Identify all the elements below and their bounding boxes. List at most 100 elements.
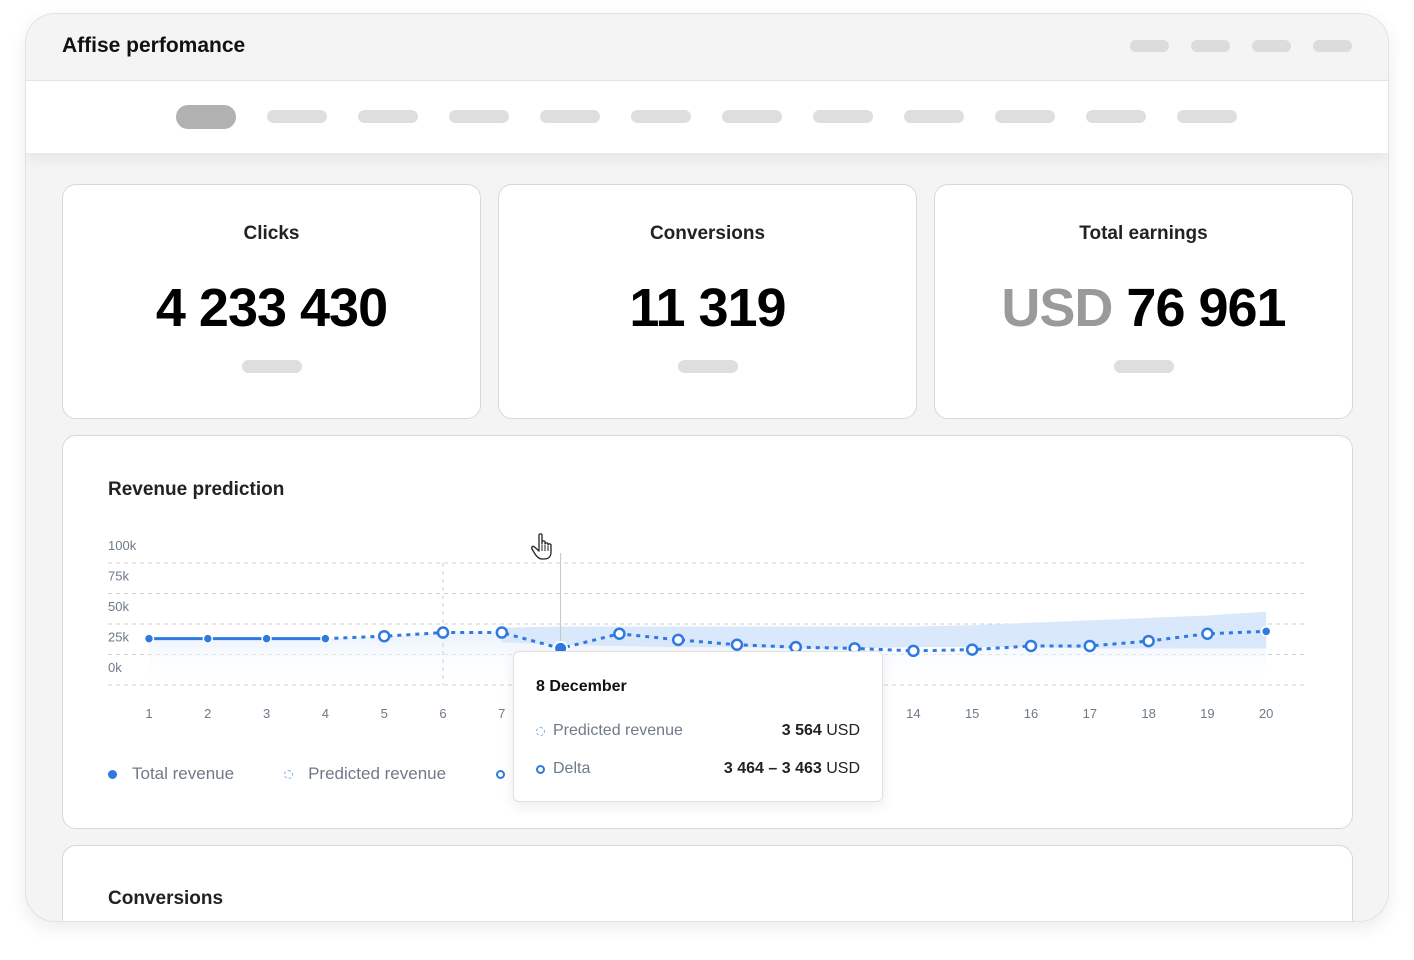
app-window: Affise perfomance Clicks 4 233 430 xyxy=(25,13,1389,922)
x-tick-label: 19 xyxy=(1200,706,1214,721)
nav-tab[interactable] xyxy=(1177,110,1237,123)
tooltip-row-predicted: Predicted revenue 3 564 USD xyxy=(536,722,860,740)
tooltip-value-unit: USD xyxy=(821,722,860,739)
legend-predicted-revenue[interactable]: Predicted revenue xyxy=(284,764,446,784)
tooltip-row-delta: Delta 3 464 – 3 463 USD xyxy=(536,760,860,778)
data-point xyxy=(202,633,214,644)
x-tick-label: 15 xyxy=(965,706,979,721)
x-tick-label: 17 xyxy=(1083,706,1097,721)
data-point xyxy=(1142,634,1155,648)
x-tick-label: 6 xyxy=(439,706,446,721)
tooltip-value: 3 564 USD xyxy=(782,722,860,740)
chart-tooltip: 8 December Predicted revenue 3 564 USD D… xyxy=(513,651,883,802)
conversions-section-title: Conversions xyxy=(108,888,224,909)
data-point xyxy=(495,626,509,639)
earnings-value-row: USD 76 961 xyxy=(935,277,1352,339)
y-tick-label: 100k xyxy=(108,538,137,553)
x-tick-label: 20 xyxy=(1259,706,1273,721)
data-point xyxy=(730,638,744,651)
conversions-placeholder-pill xyxy=(677,360,738,373)
dashed-dot-icon xyxy=(536,726,545,736)
revenue-chart-card: Revenue prediction 100k 75k 50k 25k 0k 1 2 3 4 5 6… xyxy=(62,435,1353,829)
legend-label: Total revenue xyxy=(132,764,235,783)
solid-dot-icon xyxy=(108,769,117,779)
legend-label: Predicted revenue xyxy=(308,764,447,783)
data-point xyxy=(320,633,331,644)
tooltip-label: Predicted revenue xyxy=(553,722,683,739)
data-point xyxy=(1260,626,1272,637)
data-point xyxy=(1024,639,1038,653)
data-point xyxy=(907,644,920,658)
tooltip-label: Delta xyxy=(553,760,591,777)
x-tick-label: 7 xyxy=(498,706,505,721)
data-point xyxy=(1083,639,1097,653)
predicted-revenue-line xyxy=(325,629,1267,653)
nav-bar xyxy=(26,81,1388,153)
nav-tab[interactable] xyxy=(358,110,418,123)
legend-delta[interactable] xyxy=(496,764,520,784)
data-point xyxy=(143,633,155,644)
x-tick-label: 4 xyxy=(322,706,329,721)
tooltip-date: 8 December xyxy=(536,678,627,695)
nav-tab[interactable] xyxy=(267,110,327,123)
tooltip-value-unit: USD xyxy=(821,760,860,777)
x-tick-label: 5 xyxy=(381,706,388,721)
earnings-placeholder-pill xyxy=(1113,360,1174,373)
legend-total-revenue[interactable]: Total revenue xyxy=(108,764,234,784)
earnings-currency: USD xyxy=(1001,278,1113,338)
nav-tabs xyxy=(176,105,1237,129)
x-tick-label: 1 xyxy=(145,706,152,721)
tooltip-value-number: 3 564 xyxy=(781,722,822,739)
window-controls xyxy=(1130,40,1352,52)
data-point xyxy=(613,627,626,641)
data-point xyxy=(261,633,272,644)
ring-dot-icon xyxy=(496,769,506,779)
nav-tab[interactable] xyxy=(813,110,873,123)
conversions-chart-card: Conversions xyxy=(62,845,1353,921)
clicks-value: 4 233 430 xyxy=(155,278,388,338)
x-tick-label: 16 xyxy=(1024,706,1038,721)
window-control-2[interactable] xyxy=(1191,40,1230,52)
chart-legend: Total revenue Predicted revenue xyxy=(108,764,570,784)
app-title: Affise perfomance xyxy=(62,34,246,57)
clicks-card: Clicks 4 233 430 xyxy=(62,184,481,419)
window-control-1[interactable] xyxy=(1130,40,1169,52)
y-tick-label: 25k xyxy=(108,630,129,645)
nav-tab[interactable] xyxy=(722,110,782,123)
nav-tab[interactable] xyxy=(1086,110,1146,123)
x-tick-label: 14 xyxy=(906,706,920,721)
chart-title: Revenue prediction xyxy=(108,479,285,500)
data-point xyxy=(671,633,685,647)
nav-tab[interactable] xyxy=(995,110,1055,123)
conversions-card: Conversions 11 319 xyxy=(498,184,917,419)
data-point xyxy=(436,626,450,639)
nav-tab[interactable] xyxy=(449,110,509,123)
earnings-card: Total earnings USD 76 961 xyxy=(934,184,1353,419)
nav-tab-active[interactable] xyxy=(176,105,236,129)
y-tick-label: 0k xyxy=(108,660,122,675)
clicks-label: Clicks xyxy=(243,223,300,244)
clicks-placeholder-pill xyxy=(241,360,302,373)
title-bar: Affise perfomance xyxy=(26,14,1388,81)
x-tick-label: 18 xyxy=(1141,706,1155,721)
tooltip-value: 3 464 – 3 463 USD xyxy=(724,760,860,778)
ring-dot-icon xyxy=(536,764,545,774)
y-tick-label: 50k xyxy=(108,599,129,614)
nav-tab[interactable] xyxy=(631,110,691,123)
x-tick-label: 2 xyxy=(204,706,211,721)
data-point xyxy=(377,629,391,643)
hand-pointer-icon xyxy=(531,533,552,560)
dashed-dot-icon xyxy=(284,769,294,779)
data-point xyxy=(965,643,979,656)
delta-band xyxy=(501,611,1267,649)
x-tick-label: 3 xyxy=(263,706,270,721)
nav-tab[interactable] xyxy=(904,110,964,123)
conversions-label: Conversions xyxy=(649,223,766,244)
window-control-3[interactable] xyxy=(1252,40,1291,52)
y-tick-label: 75k xyxy=(108,569,129,584)
data-point xyxy=(1201,627,1214,641)
window-control-4[interactable] xyxy=(1313,40,1352,52)
earnings-label: Total earnings xyxy=(1079,223,1208,244)
conversions-value: 11 319 xyxy=(629,278,786,338)
nav-tab[interactable] xyxy=(540,110,600,123)
